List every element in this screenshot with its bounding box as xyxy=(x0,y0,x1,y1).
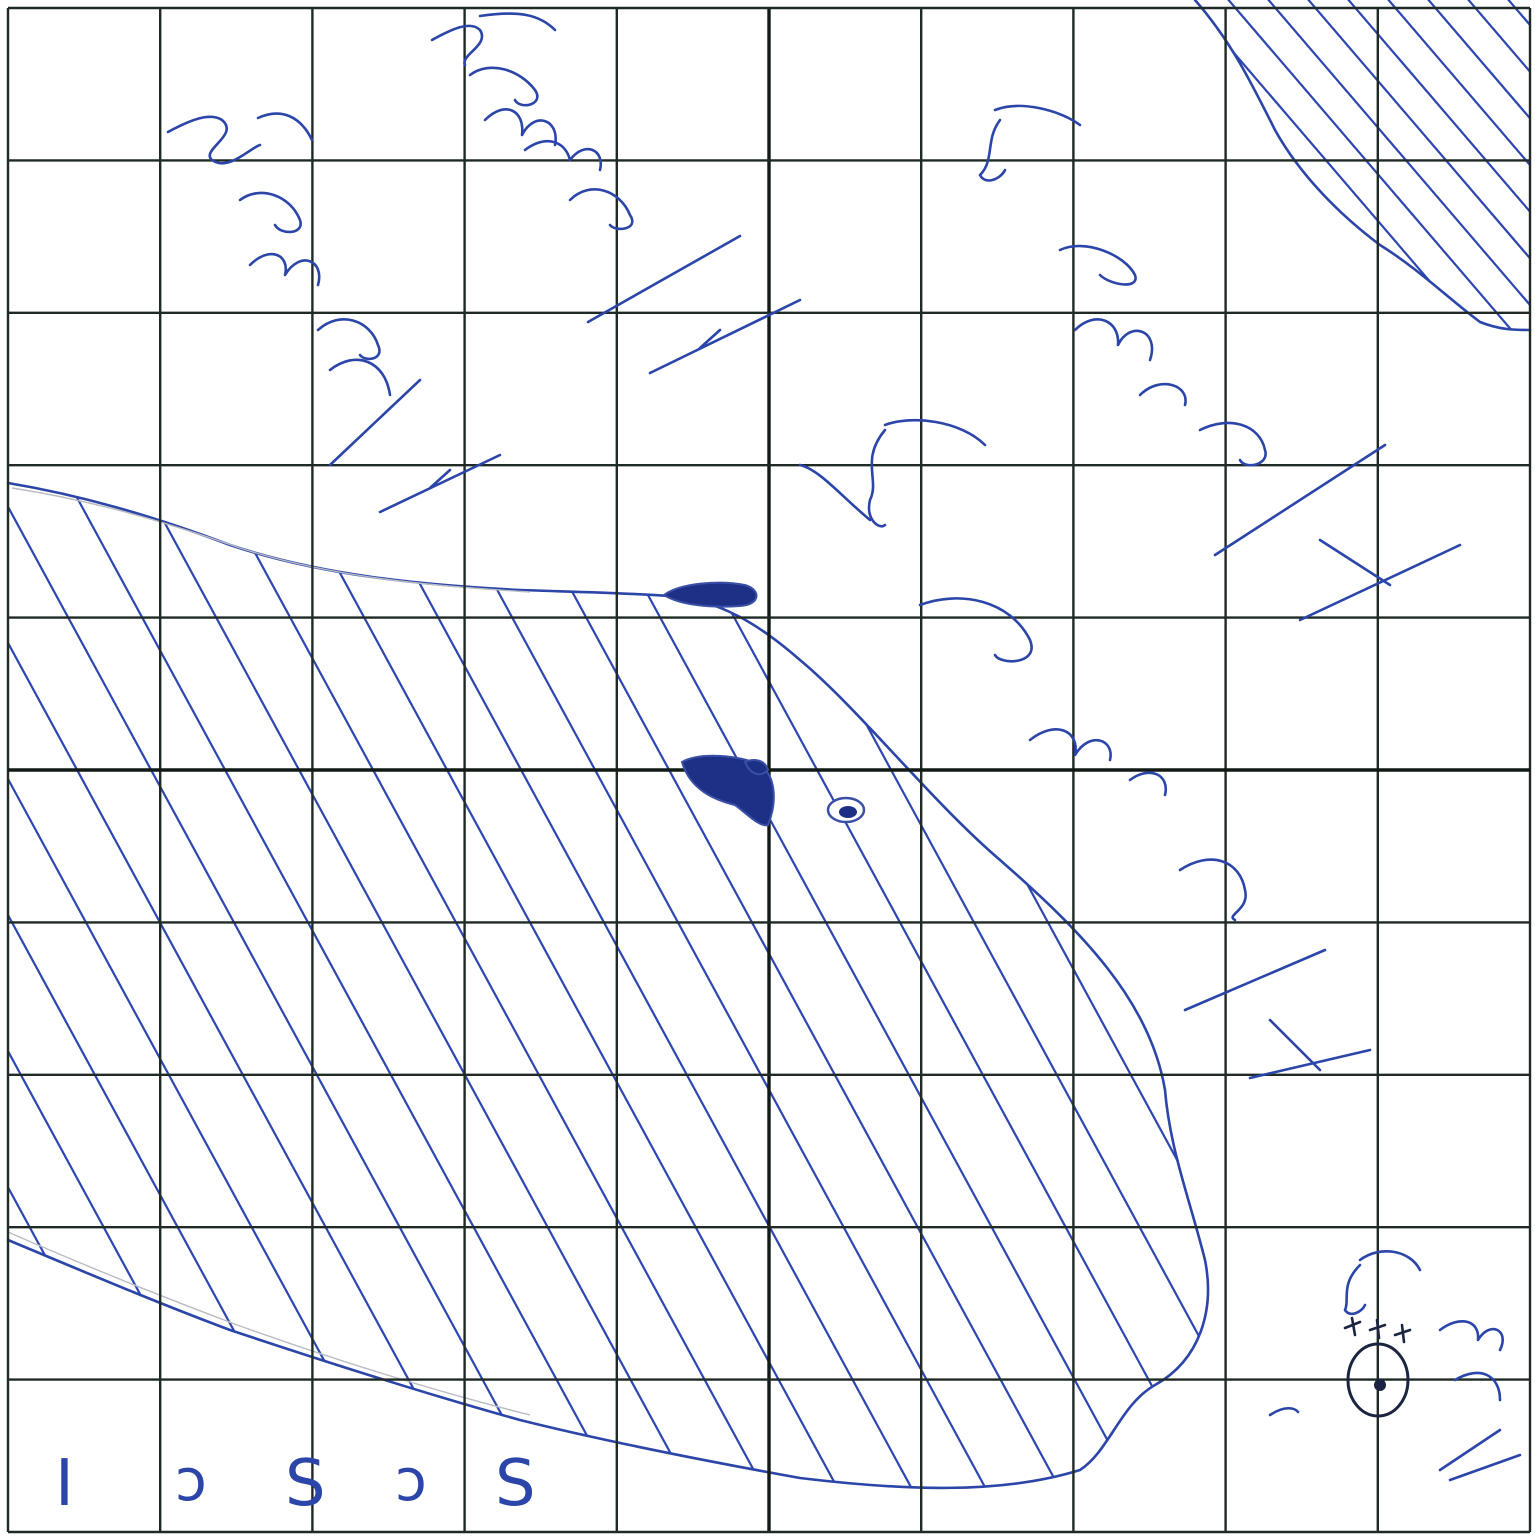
corner-region-outline xyxy=(1193,0,1532,332)
hatch-stroke xyxy=(430,483,994,1488)
wave-glyph-chain-bottom-right xyxy=(1268,1250,1522,1482)
wave-glyph-chain-left xyxy=(166,112,502,514)
hatch-stroke xyxy=(1338,0,1530,330)
ink-blob-upper xyxy=(662,581,758,608)
eye-marker xyxy=(826,796,866,824)
main-hatched-region xyxy=(6,481,1210,1490)
hatch-stroke xyxy=(8,483,402,1488)
annotation-letter-3: S xyxy=(285,1447,326,1521)
annotation-letter-2: ↄ xyxy=(175,1446,207,1514)
target-marker xyxy=(1343,1316,1412,1418)
main-region-outline xyxy=(6,481,1210,1490)
pencil-guide-main xyxy=(7,487,531,1416)
hatch-stroke xyxy=(356,483,920,1488)
hatch-stroke xyxy=(1378,0,1530,330)
hatch-stroke xyxy=(1458,0,1530,330)
hatch-stroke xyxy=(208,483,772,1488)
annotation-letter-5: S xyxy=(495,1447,536,1521)
hatch-stroke xyxy=(282,483,846,1488)
hatch-stroke xyxy=(60,483,624,1488)
annotation-letter-1: I xyxy=(55,1447,74,1521)
wave-glyph-chain-right-top xyxy=(978,104,1462,622)
hatch-stroke xyxy=(504,483,1068,1488)
hatch-stroke xyxy=(1218,0,1522,330)
hatch-stroke xyxy=(8,483,328,1488)
hatch-stroke xyxy=(1298,0,1530,330)
hatch-stroke xyxy=(134,483,698,1488)
wave-glyph-chain-center xyxy=(798,418,1372,1080)
hatch-stroke xyxy=(578,483,1142,1488)
hatch-stroke xyxy=(8,483,476,1488)
bottom-left-annotations: I ↄ S ↄ S xyxy=(55,1446,536,1521)
hatch-stroke xyxy=(1258,0,1530,330)
annotation-letter-4: ↄ xyxy=(395,1446,427,1514)
hatch-stroke xyxy=(652,483,1208,1488)
grid xyxy=(6,6,1532,1534)
wave-glyph-chain-top xyxy=(430,12,802,375)
hatch-stroke xyxy=(1418,0,1530,330)
ink-blob-center xyxy=(680,754,775,827)
hatch-stroke xyxy=(8,483,550,1488)
